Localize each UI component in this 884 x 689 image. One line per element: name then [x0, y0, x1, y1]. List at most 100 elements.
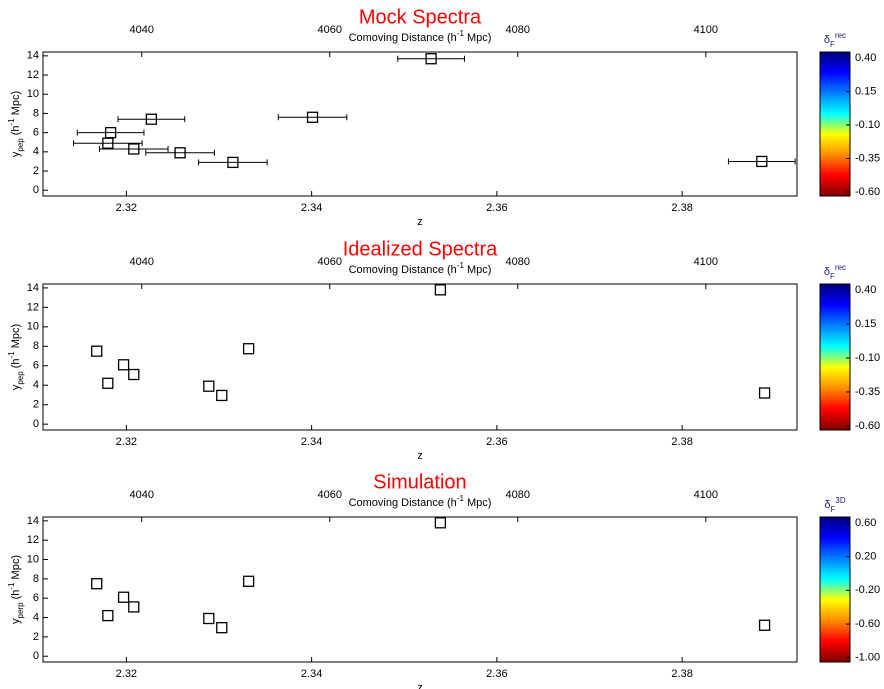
galaxy-marker	[102, 137, 114, 149]
label-part: rec	[835, 263, 846, 272]
colorbar-label: δFrec	[824, 263, 846, 281]
galaxy-marker	[91, 578, 103, 590]
y-tick-label: 12	[27, 534, 39, 546]
colorbar-tick-label: 0.15	[855, 85, 876, 97]
error-bar	[277, 114, 348, 121]
galaxy-marker	[216, 622, 228, 634]
y-tick-label: 6	[33, 360, 39, 372]
error-bar	[117, 116, 186, 123]
y-tick-label: 14	[27, 50, 39, 62]
label-part: y	[10, 151, 22, 157]
galaxy-marker	[128, 143, 140, 155]
panel-title: Idealized Spectra	[343, 238, 498, 260]
colorbar	[819, 51, 851, 197]
x-tick-label: 2.38	[671, 668, 692, 680]
galaxy-marker	[242, 343, 255, 355]
colorbar-label: δFrec	[824, 31, 846, 49]
error-bar	[727, 158, 796, 165]
colorbar-tick-label: 0.40	[855, 52, 876, 64]
galaxy-marker	[117, 591, 130, 603]
label-part: -1	[457, 29, 465, 38]
y-tick-label: 10	[27, 88, 39, 100]
top-tick-label: 4100	[694, 24, 718, 36]
y-tick-label: 2	[33, 631, 39, 643]
label-part: Comoving Distance (h	[349, 32, 457, 44]
label-part: -1	[7, 582, 16, 590]
top-tick-label: 4040	[129, 256, 153, 268]
error-bar	[73, 140, 143, 147]
label-part: 3D	[835, 496, 845, 505]
colorbar-tick-label: 0.40	[855, 284, 876, 296]
colorbar-tick-label: -0.35	[855, 152, 880, 164]
error-bar	[99, 145, 169, 152]
label-part: -1	[7, 118, 16, 126]
label-part: Mpc)	[10, 324, 22, 352]
label-part: Mpc)	[464, 264, 492, 276]
y-axis-label: ypep (h-1 Mpc)	[7, 324, 25, 390]
label-part: F	[831, 505, 836, 514]
galaxy-marker	[434, 284, 447, 296]
colorbar-tick-label: -0.20	[855, 584, 880, 596]
colorbar-tick-label: -0.60	[855, 186, 880, 198]
error-bar	[397, 55, 465, 62]
galaxy-marker	[434, 517, 447, 529]
y-tick-label: 14	[27, 515, 39, 527]
y-tick-label: 10	[27, 321, 39, 333]
galaxy-marker	[174, 147, 186, 159]
label-part: Comoving Distance (h	[349, 264, 457, 276]
x-tick-label: 2.32	[116, 436, 137, 448]
top-tick-label: 4040	[129, 24, 153, 36]
galaxy-marker	[128, 368, 140, 381]
label-part: y	[10, 384, 22, 390]
plot-frame	[42, 516, 798, 663]
galaxy-marker	[203, 380, 215, 392]
galaxy-marker	[425, 53, 437, 65]
top-tick-label: 4080	[506, 489, 530, 501]
colorbar-tick-label: 0.15	[855, 318, 876, 330]
y-tick-label: 0	[33, 650, 39, 662]
y-tick-label: 10	[27, 553, 39, 565]
x-axis-label: z	[417, 216, 423, 228]
label-part: Comoving Distance (h	[349, 497, 457, 509]
top-tick-label: 4080	[506, 24, 530, 36]
top-tick-label: 4080	[506, 256, 530, 268]
label-part: Mpc)	[10, 555, 22, 583]
colorbar-label: δF3D	[824, 496, 845, 514]
label-part: δ	[824, 499, 830, 511]
colorbar-tick-label: -0.60	[855, 618, 880, 630]
colorbar	[819, 283, 851, 431]
top-tick-label: 4100	[694, 489, 718, 501]
label-part: perp	[16, 602, 25, 619]
top-axis-label: Comoving Distance (h-1 Mpc)	[349, 494, 492, 509]
label-part: F	[830, 40, 835, 49]
colorbar-tick-label: -0.10	[855, 352, 880, 364]
y-tick-label: 6	[33, 127, 39, 139]
top-tick-label: 4100	[694, 256, 718, 268]
colorbar-tick-label: 0.20	[855, 551, 876, 563]
y-axis-label: ypep (h-1 Mpc)	[7, 91, 25, 157]
y-axis-label: yperp (h-1 Mpc)	[7, 555, 25, 624]
y-tick-label: 2	[33, 399, 39, 411]
y-tick-label: 4	[33, 611, 39, 623]
galaxy-marker	[306, 111, 319, 123]
label-part: -1	[457, 261, 465, 270]
x-tick-label: 2.38	[671, 436, 692, 448]
colorbar-tick-label: 0.60	[855, 517, 876, 529]
error-bar	[145, 149, 215, 156]
x-axis-label: z	[417, 450, 423, 462]
top-tick-label: 4040	[129, 489, 153, 501]
y-tick-label: 0	[33, 418, 39, 430]
label-part: Mpc)	[10, 91, 22, 119]
galaxy-marker	[758, 387, 771, 399]
x-tick-label: 2.34	[301, 668, 322, 680]
label-part: (h	[10, 590, 22, 603]
y-tick-label: 4	[33, 146, 39, 158]
label-part: δ	[824, 34, 830, 46]
label-part: pep	[16, 138, 25, 152]
colorbar-tick-label: -1.00	[855, 652, 880, 664]
galaxy-marker	[758, 619, 771, 631]
colorbar-tick-label: -0.60	[855, 420, 880, 432]
y-tick-label: 12	[27, 301, 39, 313]
y-tick-label: 8	[33, 340, 39, 352]
